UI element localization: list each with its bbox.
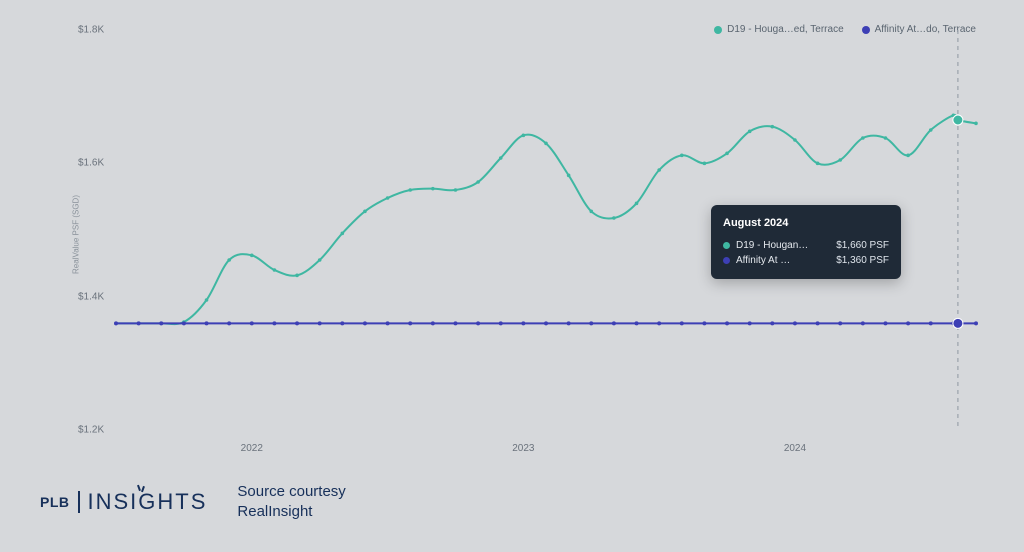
- brand-secondary-text: INSIGHTS: [88, 489, 208, 515]
- tooltip-row: D19 - Hougan… $1,660 PSF: [723, 238, 889, 253]
- brand-secondary-label: INSIGHTS: [88, 489, 208, 514]
- tooltip-dot-icon: [723, 242, 730, 249]
- y-tick-label: $1.4K: [78, 291, 104, 302]
- x-tick-label: 2024: [784, 443, 806, 454]
- tooltip-series-value: $1,660 PSF: [836, 238, 889, 253]
- x-tick-label: 2023: [512, 443, 534, 454]
- source-line-1: Source courtesy: [237, 482, 345, 502]
- footer: PLB INSIGHTS Source courtesy RealInsight: [40, 482, 346, 523]
- brand-primary-text: PLB: [40, 494, 70, 510]
- chart-frame: D19 - Houga…ed, Terrace Affinity At…do, …: [0, 0, 1024, 552]
- source-attribution: Source courtesy RealInsight: [237, 482, 345, 523]
- tooltip-dot-icon: [723, 257, 730, 264]
- chart-plot-area: D19 - Houga…ed, Terrace Affinity At…do, …: [116, 30, 976, 430]
- brand-divider-icon: [78, 491, 80, 513]
- brand-logo: PLB INSIGHTS: [40, 489, 207, 515]
- tooltip-title: August 2024: [723, 215, 889, 232]
- tooltip-row: Affinity At … $1,360 PSF: [723, 253, 889, 268]
- y-tick-label: $1.2K: [78, 425, 104, 436]
- x-tick-label: 2022: [241, 443, 263, 454]
- chart-tooltip: August 2024 D19 - Hougan… $1,660 PSF Aff…: [711, 205, 901, 279]
- tooltip-series-label: Affinity At …: [736, 253, 790, 268]
- brand-accent-icon: [136, 488, 142, 494]
- source-line-2: RealInsight: [237, 502, 345, 522]
- tooltip-series-value: $1,360 PSF: [836, 253, 889, 268]
- y-axis-label: RealValue PSF (SGD): [72, 195, 81, 274]
- y-tick-label: $1.8K: [78, 25, 104, 36]
- y-tick-label: $1.6K: [78, 158, 104, 169]
- tooltip-series-label: D19 - Hougan…: [736, 238, 808, 253]
